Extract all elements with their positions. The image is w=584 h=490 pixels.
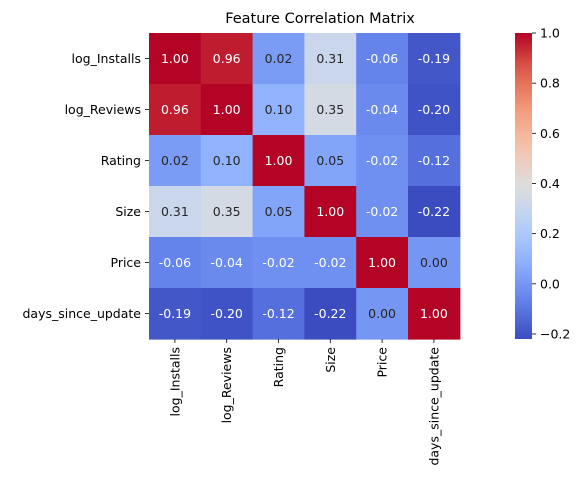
column-label: Size xyxy=(323,347,338,373)
heatmap-cell xyxy=(356,135,409,187)
cell-value-label: -0.20 xyxy=(211,306,243,321)
cell-value-label: 1.00 xyxy=(316,204,344,219)
colorbar-tick-label: 0.2 xyxy=(540,226,560,241)
chart-title: Feature Correlation Matrix xyxy=(225,11,415,27)
cell-value-label: -0.12 xyxy=(418,153,450,168)
row-labels: log_Installs log_Reviews Rating Size Price da… xyxy=(22,51,149,321)
heatmap-cell xyxy=(252,33,305,85)
colorbar-ticks: 1.0 0.8 0.6 0.4 0.2 0.0 −0.2 xyxy=(532,26,570,341)
cell-value-label: -0.02 xyxy=(314,255,346,270)
colorbar-tick-label: 0.8 xyxy=(540,76,560,91)
heatmap-cell xyxy=(252,186,305,238)
heatmap-cell xyxy=(356,288,409,340)
cell-value-label: -0.02 xyxy=(262,255,294,270)
cell-value-label: 0.00 xyxy=(368,306,396,321)
cell-value-label: 1.00 xyxy=(420,306,448,321)
heatmap-cell xyxy=(408,288,461,340)
colorbar-tick-label: 1.0 xyxy=(540,26,560,41)
row-label: Rating xyxy=(101,153,141,168)
cell-value-label: -0.02 xyxy=(366,153,398,168)
colorbar-tick-label: 0.6 xyxy=(540,126,560,141)
heatmap-cell xyxy=(252,237,305,289)
heatmap-cell xyxy=(356,84,409,136)
heatmap-cell xyxy=(252,288,305,340)
column-label: Price xyxy=(375,347,390,378)
cell-value-label: -0.04 xyxy=(366,102,398,117)
heatmap-cell xyxy=(149,135,202,187)
cell-value-label: 1.00 xyxy=(213,102,241,117)
cell-value-label: 0.02 xyxy=(161,153,189,168)
row-label: log_Installs xyxy=(72,51,141,66)
heatmap-cell xyxy=(304,84,357,136)
heatmap-cell xyxy=(304,237,357,289)
cell-annotations: 1.00 0.96 0.02 0.31 -0.06 -0.19 0.96 1.00 0.10 0.… xyxy=(159,51,450,321)
cell-value-label: 0.96 xyxy=(161,102,189,117)
heatmap-cell xyxy=(252,84,305,136)
column-label: log_Installs xyxy=(167,347,182,416)
heatmap-cell xyxy=(200,135,254,187)
cell-value-label: 0.96 xyxy=(213,51,241,66)
heatmap-cell xyxy=(149,288,202,340)
cell-value-label: 0.10 xyxy=(265,102,293,117)
heatmap-cell xyxy=(408,186,461,238)
row-label: days_since_update xyxy=(22,306,141,321)
heatmap-cell xyxy=(408,84,461,136)
cell-value-label: 0.35 xyxy=(213,204,241,219)
column-label: days_since_update xyxy=(426,347,441,466)
heatmap-cell xyxy=(408,135,461,187)
cell-value-label: 0.05 xyxy=(265,204,293,219)
heatmap-cell xyxy=(356,237,409,289)
cell-value-label: 1.00 xyxy=(368,255,396,270)
column-labels: log_Installs log_Reviews Rating Size Price da… xyxy=(167,339,441,466)
colorbar-tick-label: −0.2 xyxy=(540,326,570,341)
heatmap-cell xyxy=(200,237,254,289)
row-label: Size xyxy=(115,204,141,219)
heatmap-cell xyxy=(408,33,461,85)
heatmap-cell xyxy=(200,186,254,238)
heatmap-cell xyxy=(304,33,357,85)
cell-value-label: -0.22 xyxy=(418,204,450,219)
cell-value-label: 0.10 xyxy=(213,153,241,168)
colorbar xyxy=(515,33,532,339)
heatmap-cell xyxy=(304,288,357,340)
heatmap-cell xyxy=(149,84,202,136)
row-label: log_Reviews xyxy=(65,102,141,117)
heatmap-cell xyxy=(356,186,409,238)
cell-value-label: 0.02 xyxy=(265,51,293,66)
heatmap-cell xyxy=(304,135,357,187)
cell-value-label: 1.00 xyxy=(265,153,293,168)
heatmap-cell xyxy=(408,237,461,289)
colorbar-tick-label: 0.0 xyxy=(540,276,560,291)
column-label: log_Reviews xyxy=(219,347,234,423)
heatmap-cell xyxy=(149,237,202,289)
colorbar-tick-label: 0.4 xyxy=(540,176,560,191)
heatmap-cell xyxy=(304,186,357,238)
heatmap-cell xyxy=(200,84,254,136)
cell-value-label: -0.22 xyxy=(314,306,346,321)
cell-value-label: 1.00 xyxy=(161,51,189,66)
cell-value-label: -0.02 xyxy=(366,204,398,219)
heatmap-cell xyxy=(356,33,409,85)
cell-value-label: -0.06 xyxy=(159,255,191,270)
cell-value-label: 0.31 xyxy=(316,51,344,66)
cell-value-label: 0.00 xyxy=(420,255,448,270)
column-label: Rating xyxy=(271,347,286,387)
row-label: Price xyxy=(111,255,142,270)
heatmap-cell xyxy=(252,135,305,187)
cell-value-label: -0.04 xyxy=(211,255,243,270)
heatmap-cell xyxy=(200,288,254,340)
cell-value-label: 0.31 xyxy=(161,204,189,219)
heatmap-cell xyxy=(149,33,202,85)
cell-value-label: -0.12 xyxy=(262,306,294,321)
cell-value-label: -0.06 xyxy=(366,51,398,66)
heatmap-cell xyxy=(200,33,254,85)
heatmap-cells xyxy=(149,33,461,340)
cell-value-label: 0.05 xyxy=(316,153,344,168)
cell-value-label: -0.19 xyxy=(418,51,450,66)
heatmap-cell xyxy=(149,186,202,238)
cell-value-label: 0.35 xyxy=(316,102,344,117)
cell-value-label: -0.20 xyxy=(418,102,450,117)
cell-value-label: -0.19 xyxy=(159,306,191,321)
